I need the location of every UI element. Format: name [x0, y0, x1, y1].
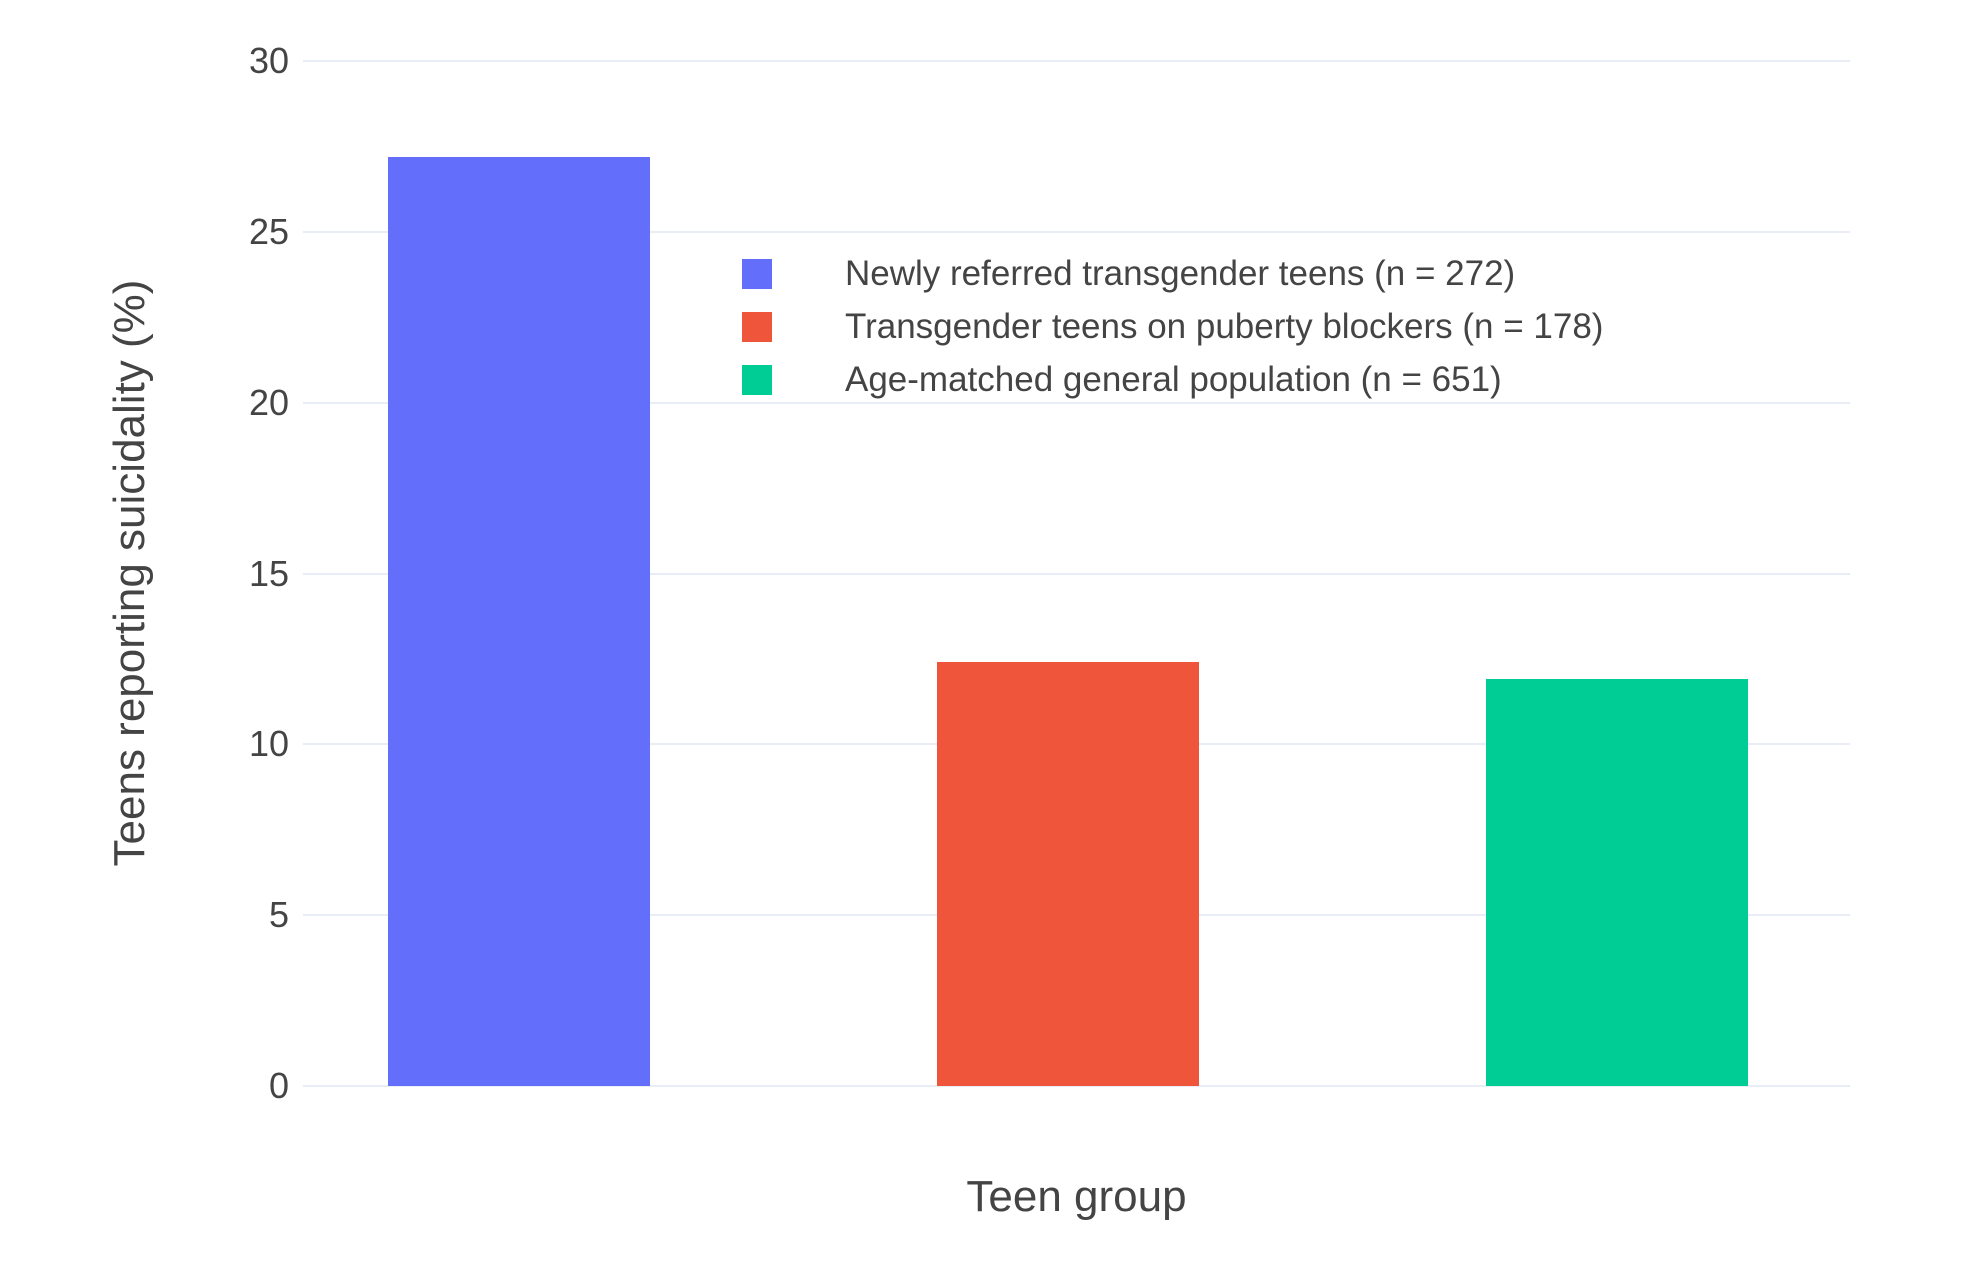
plot-area: Newly referred transgender teens (n = 27… — [249, 40, 1850, 1106]
gridline-y-25 — [303, 230, 1850, 233]
gridline-y-30 — [303, 60, 1850, 62]
gridline-y-20 — [303, 401, 1850, 404]
legend-item-age-matched-general-population-n-651[interactable]: Age-matched general population (n = 651) — [742, 353, 1603, 406]
legend: Newly referred transgender teens (n = 27… — [742, 247, 1603, 406]
legend-label: Newly referred transgender teens (n = 27… — [845, 253, 1516, 293]
legend-swatch-icon — [742, 364, 772, 395]
y-tick-label-30: 30 — [248, 40, 289, 81]
legend-swatch-icon — [742, 311, 772, 342]
gridline-y-0 — [303, 1085, 1850, 1087]
legend-swatch-icon — [742, 258, 772, 289]
y-tick-label-20: 20 — [248, 381, 289, 423]
bar-transgender-teens-on-puberty-blockers-n-[interactable] — [937, 662, 1199, 1086]
legend-label: Age-matched general population (n = 651) — [845, 359, 1502, 399]
y-axis-title: Teens reporting suicidality (%) — [105, 279, 154, 867]
y-tick-label-10: 10 — [248, 723, 289, 765]
x-axis-title: Teen group — [966, 1172, 1187, 1221]
y-tick-label-5: 5 — [268, 894, 289, 936]
legend-item-newly-referred-transgender-teens-n-272[interactable]: Newly referred transgender teens (n = 27… — [742, 247, 1603, 300]
legend-item-transgender-teens-on-puberty-blockers-n-[interactable]: Transgender teens on puberty blockers (n… — [742, 300, 1603, 353]
y-tick-label-0: 0 — [268, 1065, 289, 1106]
bar-age-matched-general-population-n-651[interactable] — [1486, 679, 1748, 1086]
y-tick-label-15: 15 — [248, 552, 289, 594]
y-tick-label-25: 25 — [248, 210, 289, 252]
bar-newly-referred-transgender-teens-n-272[interactable] — [388, 156, 650, 1086]
gridline-y-15 — [303, 572, 1850, 575]
legend-label: Transgender teens on puberty blockers (n… — [845, 306, 1604, 346]
